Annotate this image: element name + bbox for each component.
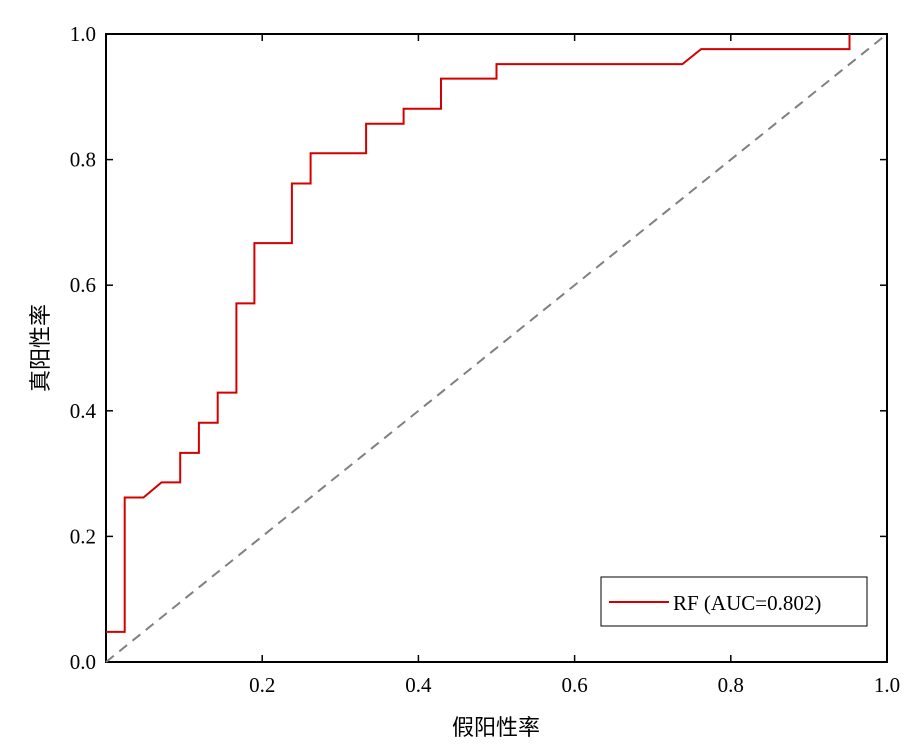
- x-tick-label: 0.8: [718, 673, 744, 697]
- x-tick-label: 0.4: [405, 673, 432, 697]
- roc-curve-rf: [106, 34, 851, 633]
- x-tick-label: 0.2: [249, 673, 275, 697]
- plot-frame: [105, 33, 888, 663]
- x-axis-label: 假阳性率: [452, 716, 540, 741]
- legend: RF (AUC=0.802): [600, 576, 868, 627]
- y-tick-label: 1.0: [70, 22, 96, 46]
- tick-labels: 0.2 0.4 0.6 0.8 1.0 0.0 0.2 0.4 0.6 0.8 1.0: [70, 22, 900, 697]
- y-axis-label: 真阳性率: [29, 304, 54, 392]
- x-tick-label: 0.6: [561, 673, 587, 697]
- reference-diagonal-line: [105, 33, 888, 663]
- axis-ticks: [106, 33, 888, 663]
- series-layer: [105, 33, 888, 663]
- y-tick-label: 0.8: [70, 148, 96, 172]
- legend-label-rf: RF (AUC=0.802): [673, 591, 821, 615]
- y-tick-label: 0.0: [70, 650, 96, 674]
- y-tick-label: 0.6: [70, 273, 96, 297]
- y-tick-label: 0.4: [70, 399, 97, 423]
- x-tick-label: 1.0: [874, 673, 900, 697]
- y-tick-label: 0.2: [70, 524, 96, 548]
